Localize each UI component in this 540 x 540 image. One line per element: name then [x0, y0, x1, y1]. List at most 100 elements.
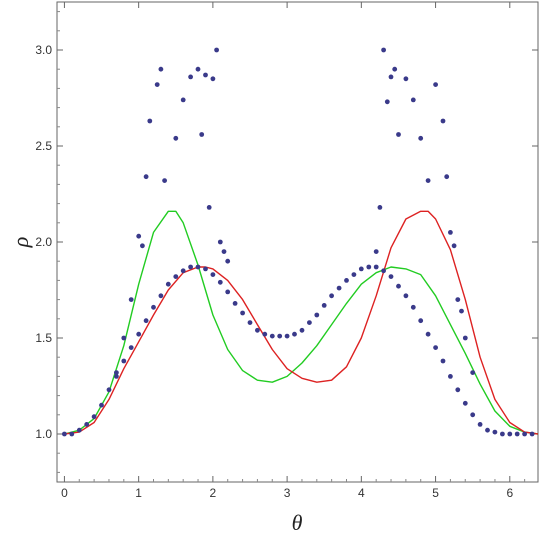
- data-point: [188, 74, 194, 80]
- data-point: [500, 431, 505, 437]
- data-point: [221, 249, 227, 255]
- data-point: [173, 274, 179, 279]
- data-point: [388, 274, 394, 279]
- data-point: [136, 233, 142, 239]
- series-line-1: [64, 210, 539, 435]
- data-point: [158, 293, 164, 299]
- data-point: [440, 358, 446, 364]
- data-point: [529, 431, 535, 437]
- data-point: [217, 279, 223, 285]
- data-point: [158, 66, 164, 72]
- data-point: [140, 243, 145, 249]
- data-point: [210, 272, 216, 277]
- data-point: [425, 331, 431, 337]
- data-point: [425, 178, 431, 184]
- data-point: [396, 283, 401, 289]
- data-point: [336, 285, 342, 291]
- series-lines: [64, 210, 539, 435]
- x-tick-label: 4: [358, 486, 365, 500]
- y-tick-label: 1.5: [35, 331, 52, 345]
- data-point: [247, 320, 253, 325]
- data-point: [440, 118, 446, 124]
- data-point: [388, 74, 394, 80]
- x-tick-label: 1: [135, 486, 142, 500]
- x-axis-label: θ: [292, 510, 303, 535]
- data-point: [203, 266, 208, 272]
- x-tick-label: 6: [506, 486, 513, 500]
- data-point: [492, 429, 498, 435]
- data-point: [396, 132, 401, 137]
- data-point: [99, 402, 104, 408]
- data-point: [351, 272, 357, 277]
- data-point: [203, 72, 208, 78]
- data-point: [314, 312, 320, 318]
- y-tick-label: 2.5: [35, 139, 52, 153]
- data-point: [128, 345, 134, 350]
- data-point: [307, 320, 312, 325]
- data-point: [180, 268, 186, 274]
- data-point: [451, 243, 457, 249]
- data-point: [373, 264, 379, 270]
- data-point: [232, 301, 238, 306]
- data-point: [522, 431, 527, 437]
- data-point: [121, 335, 127, 341]
- data-point: [470, 370, 476, 375]
- data-point: [418, 318, 424, 324]
- data-point: [162, 178, 168, 184]
- data-point: [366, 264, 372, 270]
- data-point: [344, 278, 349, 283]
- data-point: [403, 76, 409, 82]
- data-point: [403, 293, 409, 299]
- data-point: [448, 374, 453, 379]
- data-point: [173, 135, 179, 141]
- data-point: [470, 412, 476, 418]
- data-point: [84, 422, 90, 427]
- data-point: [180, 97, 186, 103]
- data-point: [284, 333, 290, 339]
- data-point: [199, 132, 205, 137]
- data-point: [262, 331, 268, 337]
- data-point: [188, 264, 194, 270]
- data-point: [255, 327, 260, 333]
- data-point: [485, 427, 490, 433]
- data-point: [217, 239, 223, 245]
- data-point: [240, 310, 246, 316]
- data-point: [448, 230, 453, 235]
- y-tick-label: 3.0: [35, 43, 52, 57]
- data-point: [462, 400, 468, 406]
- data-point: [377, 205, 383, 210]
- data-point: [292, 331, 297, 337]
- data-point: [459, 308, 464, 314]
- data-point: [154, 82, 160, 87]
- series-line-0: [64, 210, 539, 435]
- series-points: [62, 47, 535, 437]
- data-point: [410, 304, 416, 310]
- data-point: [433, 345, 438, 350]
- data-point: [195, 264, 201, 270]
- x-tick-label: 5: [432, 486, 439, 500]
- data-point: [392, 66, 398, 72]
- data-point: [76, 427, 82, 433]
- data-point: [225, 258, 231, 264]
- data-point: [165, 281, 171, 287]
- data-point: [418, 135, 424, 141]
- data-point: [381, 268, 386, 274]
- data-point: [114, 370, 119, 375]
- data-point: [143, 174, 149, 180]
- data-point: [455, 387, 461, 393]
- x-tick-label: 0: [61, 486, 68, 500]
- data-point: [433, 82, 438, 87]
- data-point: [136, 331, 142, 337]
- x-tick-label: 3: [284, 486, 291, 500]
- data-point: [121, 358, 127, 364]
- data-point: [210, 76, 216, 82]
- y-axis-label: ρ: [8, 237, 33, 249]
- data-point: [206, 205, 212, 210]
- y-tick-label: 1.0: [35, 427, 52, 441]
- data-point: [269, 333, 275, 339]
- data-point: [147, 118, 153, 124]
- data-point: [455, 297, 461, 302]
- data-point: [381, 47, 386, 53]
- data-point: [514, 431, 520, 437]
- data-point: [462, 335, 468, 341]
